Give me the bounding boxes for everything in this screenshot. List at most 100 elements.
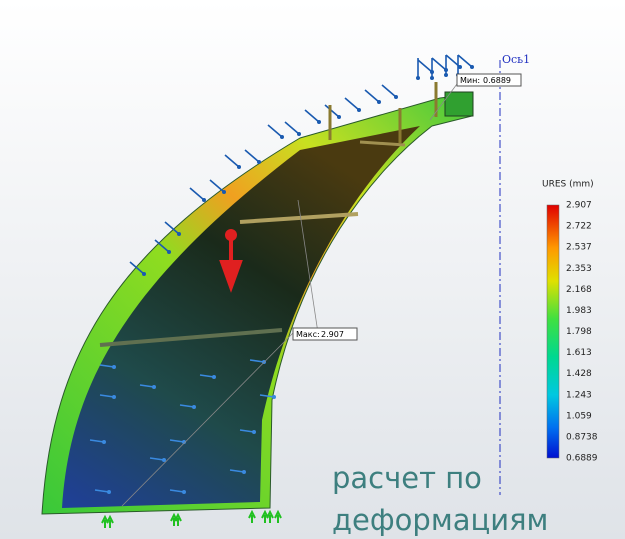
- arrow: [99, 394, 115, 398]
- arrow-head: [377, 100, 381, 104]
- color-bar: [546, 204, 560, 459]
- rib: [239, 212, 359, 224]
- rib: [99, 328, 283, 347]
- legend-tick-label: 2.353: [566, 264, 592, 274]
- arrow-head: [112, 365, 116, 369]
- leader: [121, 332, 294, 507]
- legend-tick-label: 2.168: [566, 285, 592, 295]
- arrow: [304, 109, 320, 123]
- legend-tick-label: 2.722: [566, 222, 592, 232]
- arrow-head: [272, 395, 276, 399]
- arrow-head: [357, 108, 361, 112]
- arrow: [239, 429, 255, 433]
- arrow-head: [252, 430, 256, 434]
- caption-line: деформациям: [332, 503, 548, 537]
- arrow-head: [257, 160, 261, 164]
- arrow: [259, 394, 275, 398]
- axis-label: Ось1: [502, 53, 530, 66]
- max-probe-value: 2.907: [321, 330, 344, 339]
- legend-tick-label: 1.428: [566, 369, 592, 379]
- arrow: [169, 489, 185, 493]
- arrow-head: [152, 385, 156, 389]
- arrow-head: [317, 120, 321, 124]
- arrow-head: [102, 440, 106, 444]
- arrow-head: [297, 132, 301, 136]
- arrow: [94, 489, 110, 493]
- arrow: [149, 457, 165, 461]
- arrow: [224, 154, 240, 168]
- arrow: [199, 374, 215, 378]
- shell-inner: [62, 126, 420, 508]
- legend-tick-label: 0.6889: [566, 454, 598, 464]
- arrow: [179, 404, 195, 408]
- fixture-arrow: [248, 509, 256, 523]
- arrow-head: [212, 375, 216, 379]
- max-probe-label: Макс:: [296, 330, 320, 339]
- arrow-head: [167, 250, 171, 254]
- arrow: [209, 179, 225, 193]
- arrow-head: [280, 135, 284, 139]
- arrow: [431, 57, 447, 71]
- arrow: [139, 384, 155, 388]
- legend-tick-label: 0.8738: [566, 432, 598, 442]
- arrow: [164, 221, 180, 235]
- legend-tick-label: 1.983: [566, 306, 592, 316]
- arrow-head: [107, 490, 111, 494]
- arrow-head: [222, 190, 226, 194]
- arrow: [99, 364, 115, 368]
- arrow-head: [416, 76, 420, 80]
- legend-tick-label: 1.243: [566, 390, 592, 400]
- min-probe-label: Мин:: [460, 76, 480, 85]
- arrow: [324, 104, 340, 118]
- leader: [297, 199, 319, 334]
- arrow-head: [182, 440, 186, 444]
- arrow: [417, 59, 433, 73]
- leader: [429, 79, 461, 121]
- arrow-head: [458, 65, 462, 69]
- arrow-head: [444, 73, 448, 77]
- arrow-head: [202, 198, 206, 202]
- legend-tick-label: 2.537: [566, 243, 592, 253]
- arrow: [89, 439, 105, 443]
- min-probe-value: 0.6889: [483, 76, 511, 85]
- arrow-head: [242, 470, 246, 474]
- arrow: [189, 187, 205, 201]
- arrow: [381, 84, 397, 98]
- arrow: [457, 54, 473, 68]
- load-arrow: [219, 240, 243, 293]
- arrow-head: [112, 395, 116, 399]
- legend-tick-label: 1.059: [566, 411, 592, 421]
- max-probe-box: [292, 327, 358, 341]
- arrow: [244, 149, 260, 163]
- arrow: [364, 89, 380, 103]
- arrow-head: [192, 405, 196, 409]
- fixture-arrow: [174, 512, 182, 526]
- fixture-arrow: [266, 509, 274, 523]
- arrow-head: [470, 65, 474, 69]
- legend-title: URES (mm): [542, 180, 594, 190]
- arrow-head: [177, 232, 181, 236]
- legend-tick-label: 1.798: [566, 327, 592, 337]
- arrow: [154, 239, 170, 253]
- fixture-arrow: [274, 509, 282, 523]
- fixture-arrow: [106, 514, 114, 528]
- load-point: [225, 229, 237, 241]
- arrow: [169, 439, 185, 443]
- arrow-head: [394, 95, 398, 99]
- caption-line: расчет по: [332, 461, 482, 495]
- arrow: [249, 359, 265, 363]
- rib: [359, 140, 406, 147]
- arrow: [229, 469, 245, 473]
- pressure-arrows: [89, 54, 474, 528]
- arrow-head: [237, 165, 241, 169]
- arrow-head: [182, 490, 186, 494]
- arrow: [344, 97, 360, 111]
- arrow-head: [162, 458, 166, 462]
- arrow-head: [142, 272, 146, 276]
- min-probe-box: [456, 73, 522, 87]
- legend-tick-label: 2.907: [566, 201, 592, 211]
- arrow-head: [337, 115, 341, 119]
- arrow-head: [430, 76, 434, 80]
- arrow: [284, 121, 300, 135]
